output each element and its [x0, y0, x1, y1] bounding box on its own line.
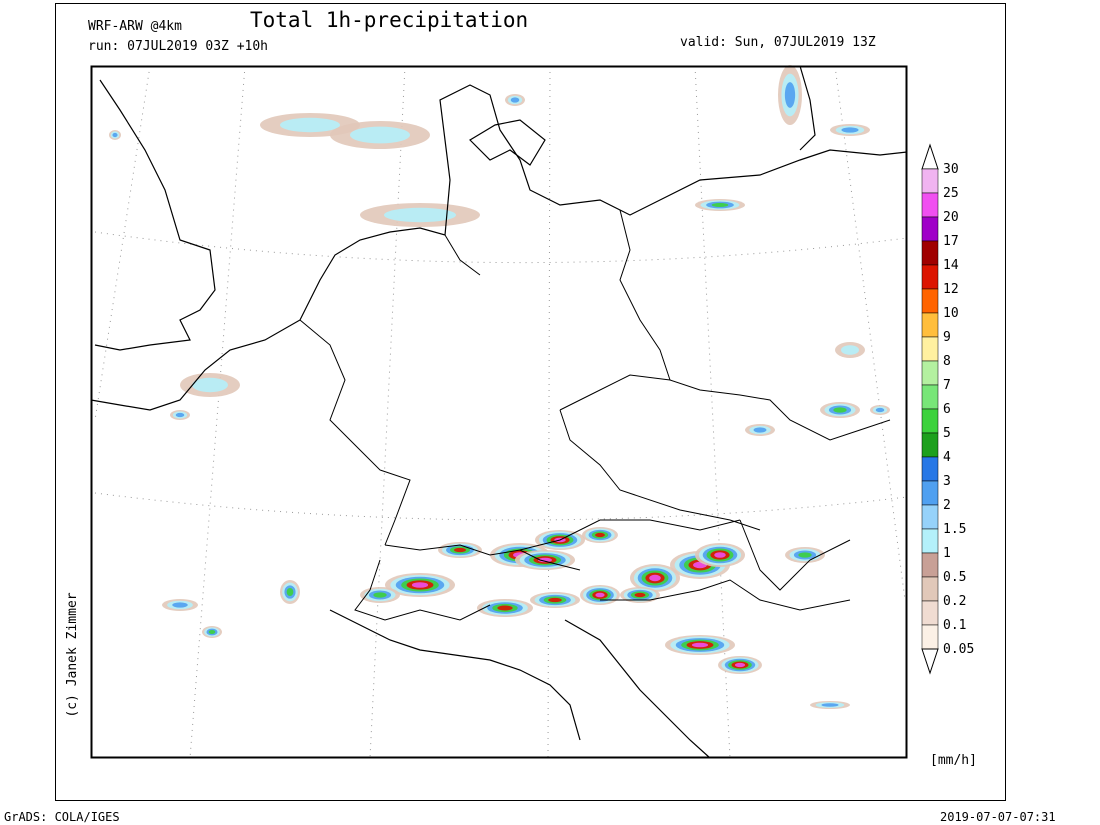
rain-cell [798, 552, 812, 558]
rain-cell [821, 703, 839, 707]
unit-label: [mm/h] [930, 753, 977, 768]
rain-cell [280, 117, 340, 133]
map-border [90, 65, 908, 759]
rain-cell [784, 82, 796, 108]
rain-cell [510, 97, 520, 103]
color-swatch [921, 456, 939, 482]
run-label: run: 07JUL2019 03Z +10h [88, 39, 268, 54]
rain-cell [454, 547, 466, 553]
level-label: 5 [943, 426, 951, 441]
color-swatch [921, 600, 939, 626]
level-label: 0.05 [943, 642, 974, 657]
rain-cell [350, 126, 410, 144]
level-label: 1.5 [943, 522, 966, 537]
color-swatch [921, 480, 939, 506]
level-label: 0.2 [943, 594, 966, 609]
color-swatch [921, 528, 939, 554]
credit: (c) Janek Zimmer [65, 592, 80, 717]
level-label: 0.1 [943, 618, 966, 633]
level-label: 12 [943, 282, 959, 297]
color-swatch [921, 504, 939, 530]
map [90, 65, 908, 759]
rain-cell [595, 532, 605, 538]
color-swatch [921, 360, 939, 386]
color-swatch [921, 408, 939, 434]
precipitation [109, 65, 890, 709]
footer-right: 2019-07-07-07:31 [940, 810, 1056, 824]
rain-cell [192, 377, 228, 393]
level-label: 10 [943, 306, 959, 321]
level-label: 8 [943, 354, 951, 369]
rain-cell [714, 552, 726, 558]
level-label: 3 [943, 474, 951, 489]
color-swatch [921, 168, 939, 194]
rain-cell [208, 630, 216, 634]
rain-cell [691, 642, 709, 648]
rain-cell [649, 574, 661, 582]
level-label: 9 [943, 330, 951, 345]
color-swatch [921, 432, 939, 458]
level-label: 4 [943, 450, 951, 465]
rain-cell [411, 582, 429, 588]
model-label: WRF-ARW @4km [88, 19, 182, 34]
map-area [91, 66, 907, 758]
level-label: 1 [943, 546, 951, 561]
rain-cell [548, 597, 562, 603]
rain-cell [384, 207, 456, 223]
rain-cell [753, 427, 767, 433]
rain-cell [286, 588, 294, 596]
rain-cell [497, 605, 513, 611]
color-swatch [921, 576, 939, 602]
arrow-bottom [921, 648, 939, 675]
color-swatch [921, 312, 939, 338]
color-swatch [921, 384, 939, 410]
footer-left: GrADS: COLA/IGES [4, 810, 120, 824]
rain-cell [373, 592, 387, 598]
level-label: 7 [943, 378, 951, 393]
color-swatch [921, 288, 939, 314]
level-label: 0.5 [943, 570, 966, 585]
rain-cell [711, 203, 729, 207]
color-swatch [921, 192, 939, 218]
rain-cell [734, 662, 746, 668]
rain-cell [538, 557, 552, 563]
color-swatch [921, 264, 939, 290]
title: Total 1h-precipitation [250, 8, 528, 32]
level-label: 30 [943, 162, 959, 177]
graticule [94, 65, 908, 759]
rain-cell [841, 345, 859, 355]
rain-cell [175, 412, 185, 418]
rain-cell [112, 132, 118, 138]
color-swatch [921, 336, 939, 362]
rain-cell [833, 407, 847, 413]
level-label: 25 [943, 186, 959, 201]
color-swatch [921, 216, 939, 242]
level-label: 17 [943, 234, 959, 249]
colorbar: 30 25 20 17 14 12 10 9 8 7 6 5 4 3 2 1.5 1 0.5 0.2 0.1 0.05 [921, 143, 974, 675]
rain-cell [634, 592, 646, 598]
rain-cell [875, 407, 885, 413]
rain-cell [172, 602, 188, 608]
color-swatch [921, 624, 939, 650]
coastlines [90, 65, 908, 759]
rain-cell [841, 127, 859, 133]
level-label: 2 [943, 498, 951, 513]
color-swatch [921, 552, 939, 578]
valid-label: valid: Sun, 07JUL2019 13Z [680, 35, 876, 50]
level-label: 14 [943, 258, 959, 273]
rain-cell [595, 592, 605, 598]
level-label: 20 [943, 210, 959, 225]
level-label: 6 [943, 402, 951, 417]
borders [299, 209, 891, 621]
color-swatch [921, 240, 939, 266]
